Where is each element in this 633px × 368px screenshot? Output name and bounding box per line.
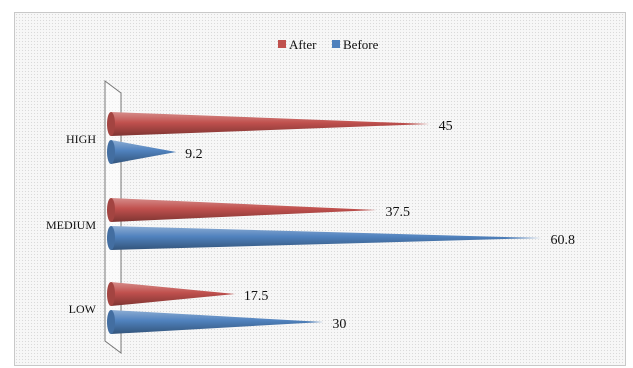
legend: After Before bbox=[278, 37, 379, 52]
data-label-after-low: 17.5 bbox=[244, 289, 269, 304]
category-label-high: HIGH bbox=[66, 132, 96, 146]
cone-before-medium bbox=[107, 226, 542, 250]
cone-before-low bbox=[107, 310, 324, 334]
chart-frame: After Before HIGH MEDIUM LOW 45 37.5 17.5 9.2 6… bbox=[14, 12, 626, 366]
cone-bar-chart: After Before HIGH MEDIUM LOW 45 37.5 17.5 9.2 6… bbox=[46, 37, 575, 354]
cone-after-low bbox=[107, 282, 235, 306]
legend-swatch-after bbox=[278, 40, 286, 48]
cone-after-medium bbox=[107, 198, 377, 222]
data-label-after-medium: 37.5 bbox=[386, 205, 411, 220]
cone-after-high bbox=[107, 112, 430, 136]
data-label-before-low: 30 bbox=[332, 317, 346, 332]
data-labels: 45 37.5 17.5 9.2 60.8 30 bbox=[185, 119, 575, 332]
legend-label-after: After bbox=[289, 37, 317, 52]
legend-label-before: Before bbox=[343, 37, 379, 52]
category-label-medium: MEDIUM bbox=[46, 218, 96, 232]
data-label-after-high: 45 bbox=[439, 119, 453, 134]
data-label-before-medium: 60.8 bbox=[550, 233, 575, 248]
category-label-low: LOW bbox=[69, 302, 97, 316]
cone-before-high bbox=[107, 140, 177, 164]
legend-swatch-before bbox=[332, 40, 340, 48]
data-label-before-high: 9.2 bbox=[185, 147, 203, 162]
cones bbox=[107, 112, 542, 334]
